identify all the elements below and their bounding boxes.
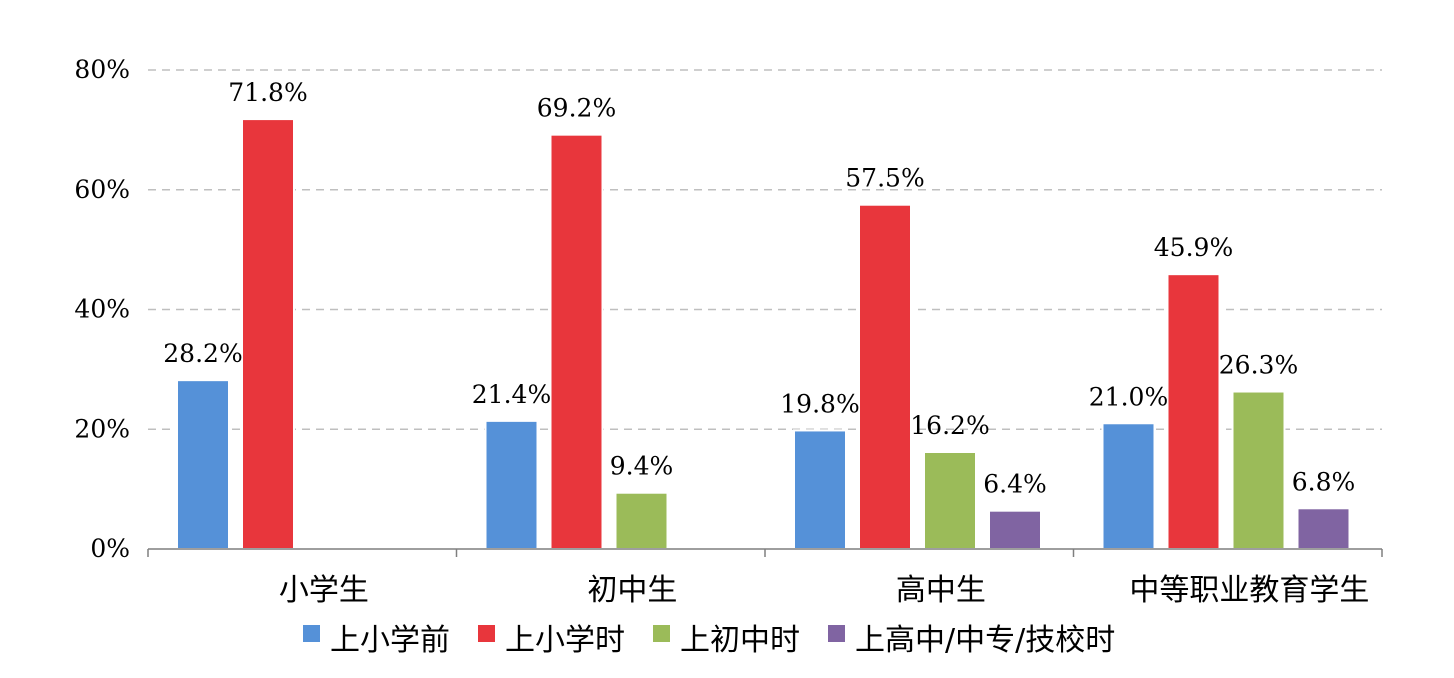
legend-swatch xyxy=(828,625,845,642)
bar xyxy=(614,491,669,550)
data-labels: 28.2% 71.8% 21.4% 69.2% 9.4% 19.8% 57.5% 16.2% 6… xyxy=(163,78,1355,499)
bar xyxy=(1101,422,1156,551)
data-label: 45.9% xyxy=(1154,233,1233,262)
bar xyxy=(858,203,912,550)
bar xyxy=(176,379,230,550)
y-tick-label: 40% xyxy=(74,295,130,324)
data-label: 9.4% xyxy=(610,452,674,481)
category-labels: 小学生 初中生 高中生 中等职业教育学生 xyxy=(279,573,1369,608)
legend: 上小学前 上小学时 上初中时 上高中/中专/技校时 xyxy=(303,623,1115,658)
legend-label: 上小学前 xyxy=(330,623,450,658)
data-label: 21.4% xyxy=(472,380,551,409)
legend-swatch xyxy=(653,625,670,642)
legend-swatch xyxy=(303,625,320,642)
x-axis xyxy=(147,548,1383,557)
legend-label: 上初中时 xyxy=(680,623,800,658)
y-tick-label: 20% xyxy=(74,414,130,443)
legend-label: 上高中/中专/技校时 xyxy=(855,623,1115,658)
bar xyxy=(988,509,1042,550)
bar xyxy=(1296,507,1351,551)
category-label: 高中生 xyxy=(896,573,986,608)
bar xyxy=(1166,273,1221,550)
data-label: 57.5% xyxy=(845,164,924,193)
category-label: 小学生 xyxy=(279,573,369,608)
bar xyxy=(484,419,539,550)
data-label: 16.2% xyxy=(910,411,989,440)
legend-label: 上小学时 xyxy=(505,623,625,658)
category-label: 初中生 xyxy=(587,573,677,608)
data-label: 69.2% xyxy=(537,94,616,123)
data-label: 6.4% xyxy=(983,470,1047,499)
data-label: 26.3% xyxy=(1219,351,1298,380)
bars xyxy=(176,118,1351,551)
y-axis-tick-labels: 0% 20% 40% 60% 80% xyxy=(74,55,130,563)
bar xyxy=(793,429,847,551)
y-tick-label: 0% xyxy=(90,534,130,563)
category-label: 中等职业教育学生 xyxy=(1129,573,1369,608)
bar xyxy=(923,451,977,550)
bar xyxy=(1231,390,1286,550)
data-label: 19.8% xyxy=(780,389,859,418)
legend-swatch xyxy=(478,625,495,642)
data-label: 6.8% xyxy=(1292,467,1356,496)
data-label: 71.8% xyxy=(228,78,307,107)
bar xyxy=(241,118,295,550)
y-tick-label: 60% xyxy=(74,175,130,204)
data-label: 21.0% xyxy=(1089,382,1168,411)
data-label: 28.2% xyxy=(163,339,242,368)
y-tick-label: 80% xyxy=(74,55,130,84)
bar xyxy=(549,133,604,550)
